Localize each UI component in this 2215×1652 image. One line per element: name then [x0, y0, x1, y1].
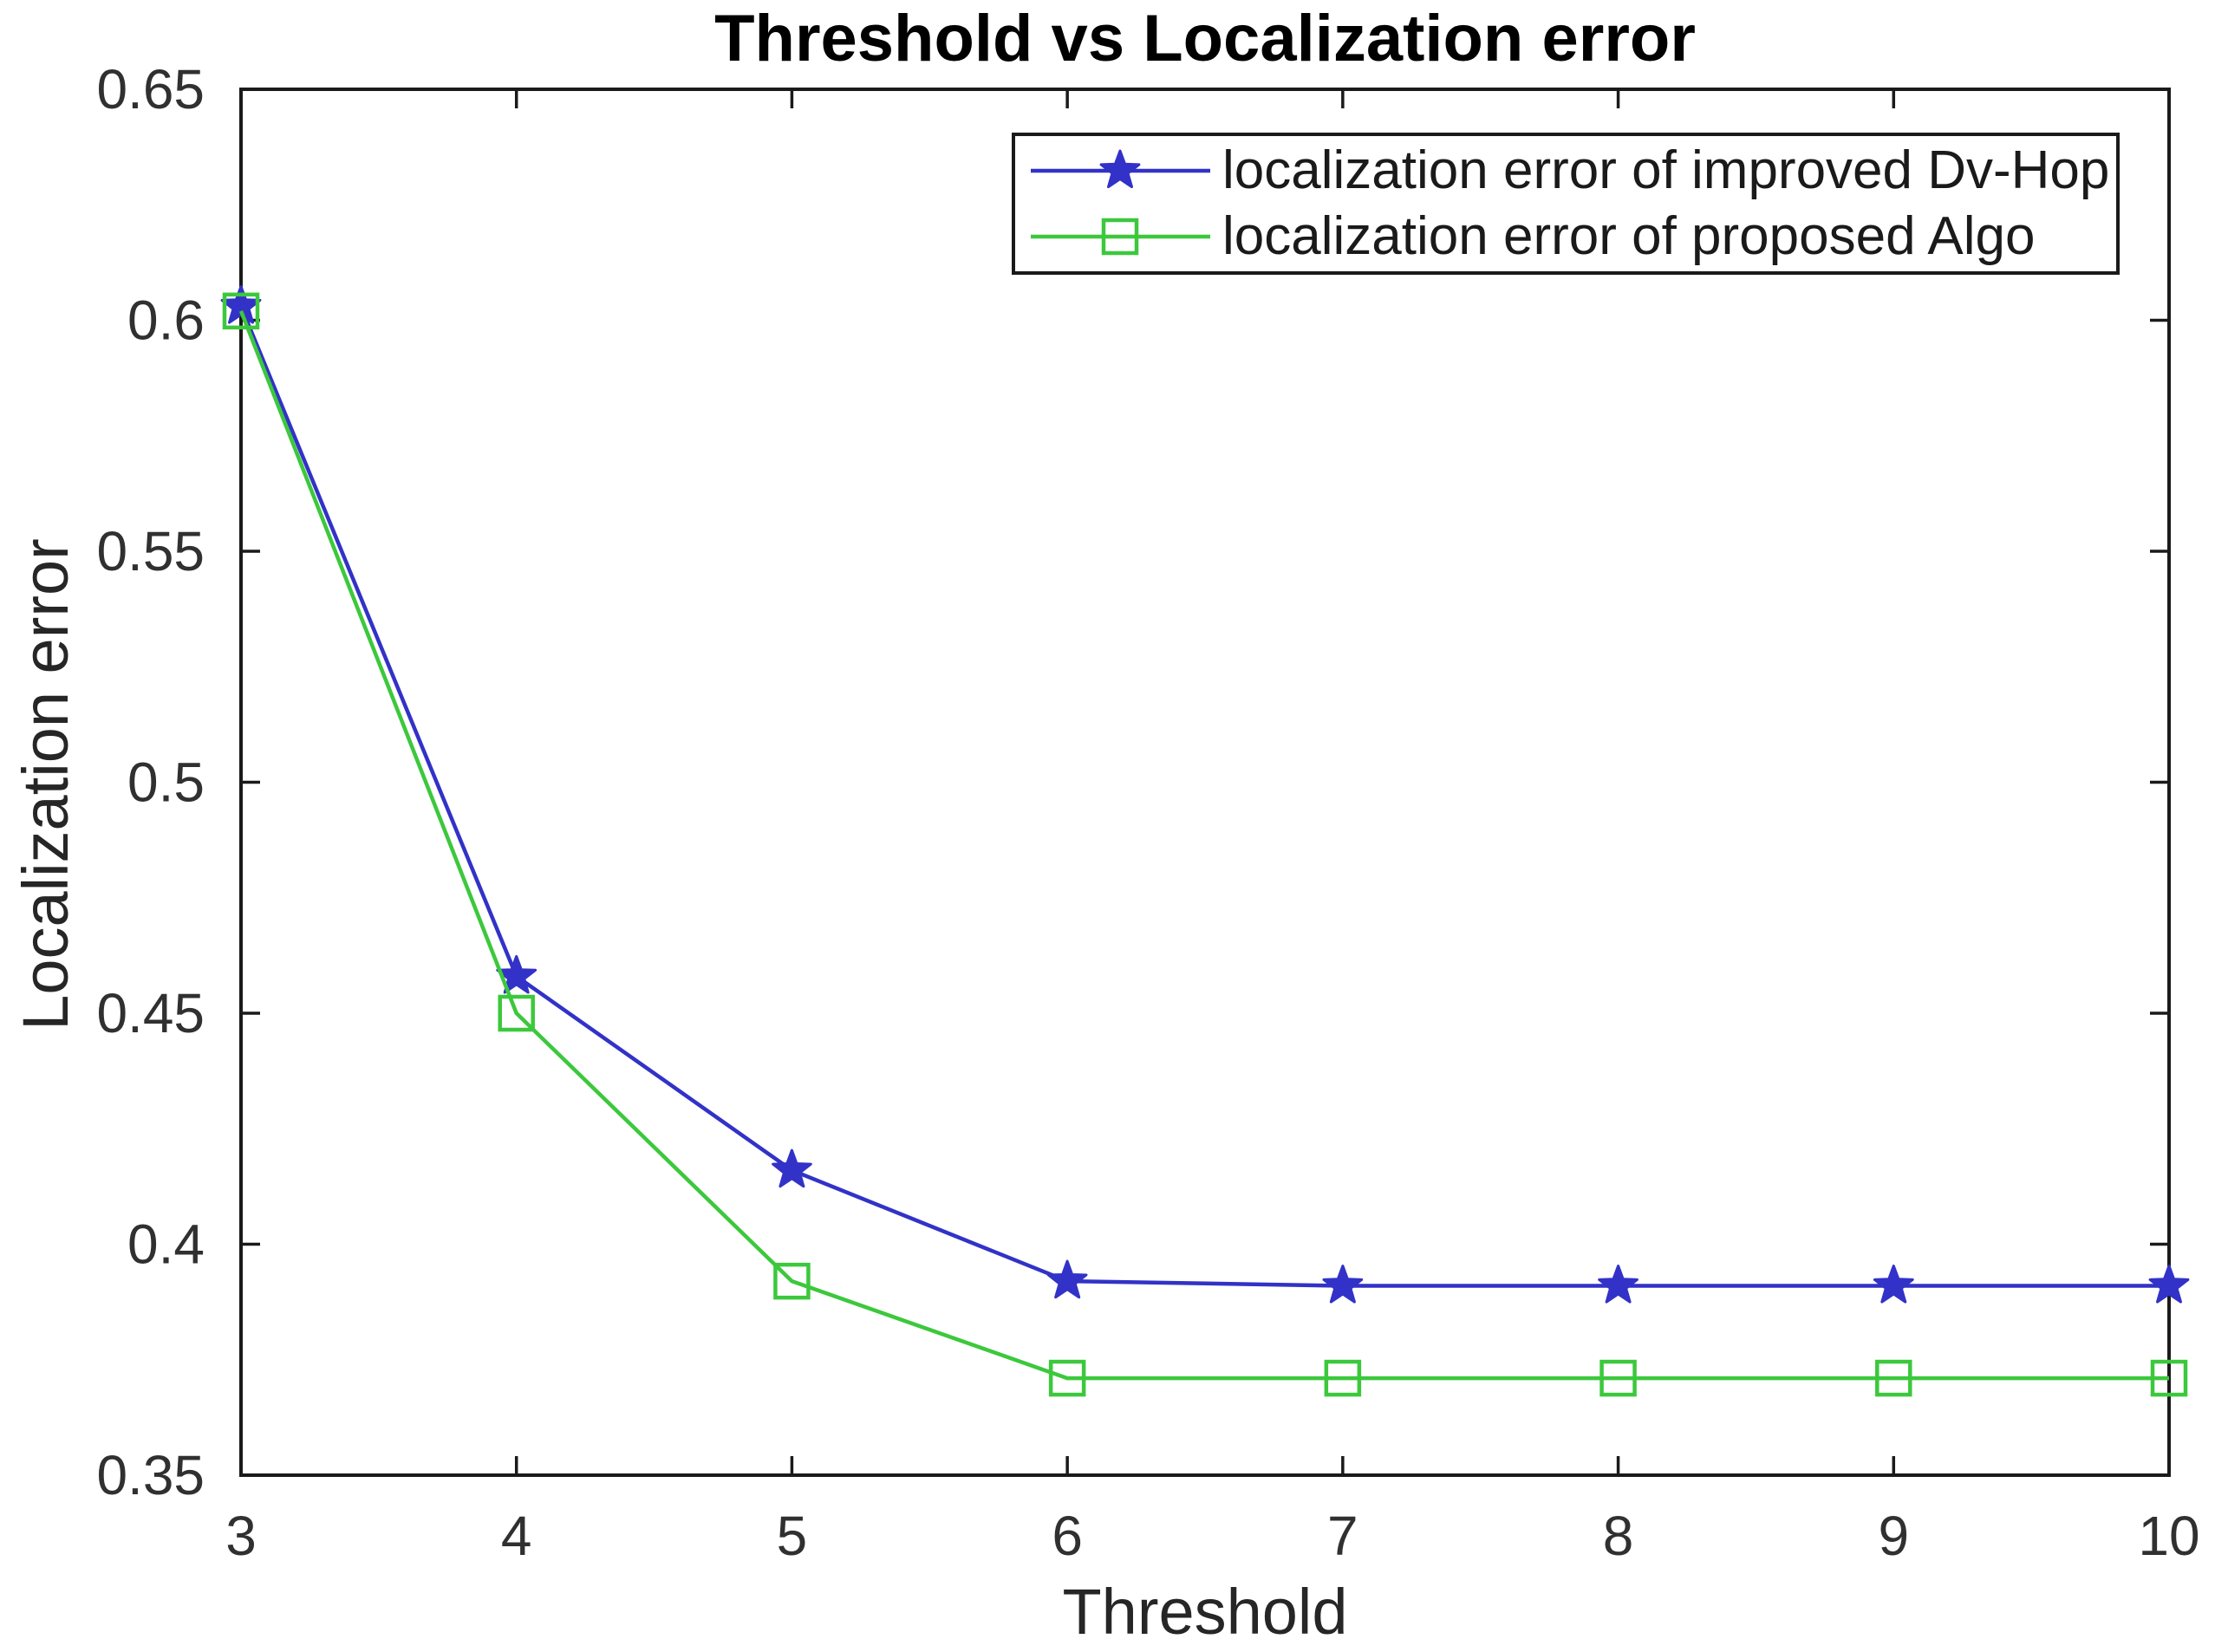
- svg-text:5: 5: [777, 1505, 808, 1567]
- legend-label: localization error of improved Dv-Hop: [1222, 140, 2110, 201]
- legend-label: localization error of proposed Algo: [1222, 205, 2036, 266]
- svg-text:0.5: 0.5: [127, 751, 205, 814]
- legend-line-square-icon: [1031, 218, 1210, 255]
- svg-text:9: 9: [1878, 1505, 1909, 1567]
- legend: localization error of improved Dv-Hop lo…: [1012, 133, 2120, 275]
- axis-tick-labels: 3 4 5 6 7 8 9 10 0.65 0.6 0.55 0.5 0.45 0.4 0.35: [96, 58, 2199, 1567]
- axes-frame: [239, 88, 2171, 1477]
- x-axis-label: Threshold: [1062, 1576, 1347, 1648]
- legend-item-proposed-algo: localization error of proposed Algo: [1027, 206, 2116, 267]
- svg-text:7: 7: [1327, 1505, 1358, 1567]
- legend-line-star-icon: [1031, 149, 1210, 189]
- svg-text:10: 10: [2138, 1505, 2199, 1567]
- svg-text:0.45: 0.45: [96, 982, 205, 1044]
- svg-text:0.6: 0.6: [127, 289, 205, 352]
- svg-text:6: 6: [1052, 1505, 1083, 1567]
- y-axis-label: Localization error: [10, 538, 81, 1031]
- legend-item-improved-dvhop: localization error of improved Dv-Hop: [1027, 140, 2116, 201]
- svg-text:0.4: 0.4: [127, 1213, 205, 1276]
- data-series: [220, 285, 2190, 1397]
- chart-title: Threshold vs Localization error: [714, 2, 1696, 75]
- svg-text:8: 8: [1603, 1505, 1634, 1567]
- axis-ticks: [239, 88, 2171, 1477]
- svg-text:4: 4: [501, 1505, 532, 1567]
- svg-text:0.65: 0.65: [96, 58, 205, 120]
- svg-text:0.35: 0.35: [96, 1444, 205, 1506]
- svg-text:0.55: 0.55: [96, 520, 205, 582]
- svg-text:3: 3: [225, 1505, 257, 1567]
